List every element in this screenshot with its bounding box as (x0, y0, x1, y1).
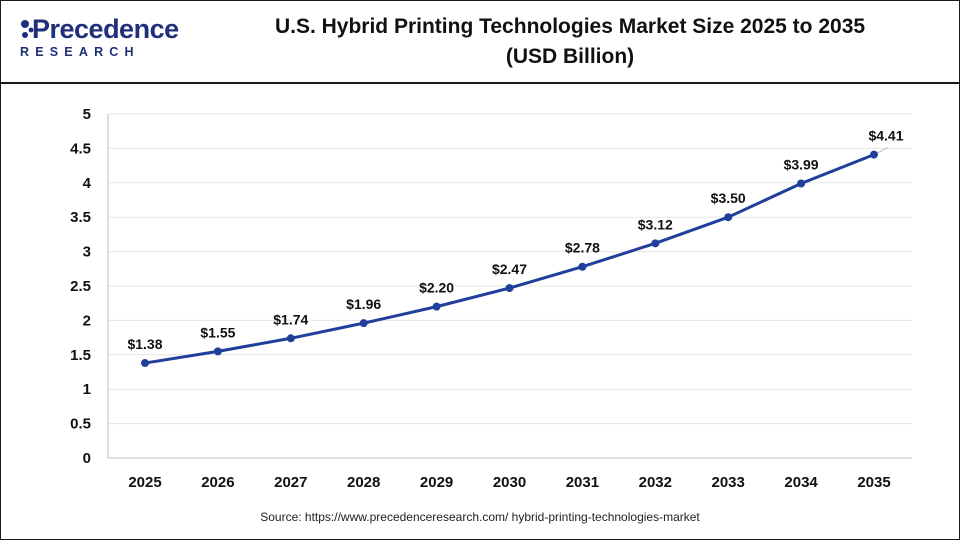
y-tick-label: 1 (83, 381, 91, 398)
data-point (797, 179, 806, 188)
data-label: $1.55 (200, 324, 235, 340)
x-tick-label: 2035 (857, 474, 890, 491)
data-point (724, 213, 733, 222)
series-line (144, 153, 875, 365)
y-tick-label: 2 (83, 312, 91, 329)
data-label: $1.38 (127, 336, 162, 352)
line-chart: 0 0.5 1 1.5 2 2.5 3 3.5 4 4.5 5 2025 2026 2027 2028 202… (70, 106, 912, 491)
y-tick-label: 4.5 (70, 140, 91, 157)
logo-mark-icon (21, 20, 34, 38)
y-tick-label: 0 (83, 450, 91, 467)
data-point (870, 150, 878, 159)
brand-name: Precedence (32, 14, 179, 44)
data-label: $3.50 (711, 190, 746, 206)
data-label: $4.41 (868, 128, 903, 144)
x-tick-label: 2032 (639, 474, 672, 491)
data-point (286, 334, 295, 343)
data-label: $1.74 (273, 311, 308, 327)
y-tick-label: 2.5 (70, 278, 91, 295)
x-tick-label: 2033 (712, 474, 745, 491)
x-tick-label: 2034 (784, 474, 818, 491)
data-point (213, 347, 222, 356)
x-tick-label: 2025 (128, 474, 161, 491)
y-tick-label: 1.5 (70, 347, 91, 364)
x-tick-label: 2026 (201, 474, 234, 491)
x-tick-label: 2029 (420, 474, 453, 491)
y-tick-label: 0.5 (70, 416, 91, 433)
data-label: $2.20 (419, 280, 454, 296)
y-tick-label: 3.5 (70, 209, 91, 226)
x-tick-label: 2027 (274, 474, 307, 491)
data-label: $3.99 (784, 156, 819, 172)
data-point (505, 284, 514, 293)
data-point (651, 239, 660, 248)
data-point (359, 319, 368, 328)
source-note: Source: https://www.precedenceresearch.c… (260, 510, 700, 524)
y-tick-label: 5 (83, 106, 91, 123)
chart-title: U.S. Hybrid Printing Technologies Market… (200, 12, 940, 72)
chart-title-line-2: (USD Billion) (505, 45, 635, 68)
data-label: $3.12 (638, 216, 673, 232)
data-label: $1.96 (346, 296, 381, 312)
data-point (578, 262, 587, 271)
header: Precedence RESEARCH U.S. Hybrid Printing… (0, 0, 960, 84)
y-tick-label: 3 (83, 244, 91, 261)
x-tick-label: 2028 (347, 474, 380, 491)
chart-title-line-1: U.S. Hybrid Printing Technologies Market… (274, 15, 866, 38)
brand-subtitle: RESEARCH (20, 45, 140, 59)
x-tick-label: 2031 (566, 474, 599, 491)
y-tick-label: 4 (83, 175, 92, 192)
data-label: $2.78 (565, 240, 600, 256)
data-point (432, 302, 441, 311)
brand-logo: Precedence RESEARCH (18, 14, 179, 64)
data-point (141, 359, 149, 368)
data-label: $2.47 (492, 261, 527, 277)
x-tick-label: 2030 (493, 474, 526, 491)
